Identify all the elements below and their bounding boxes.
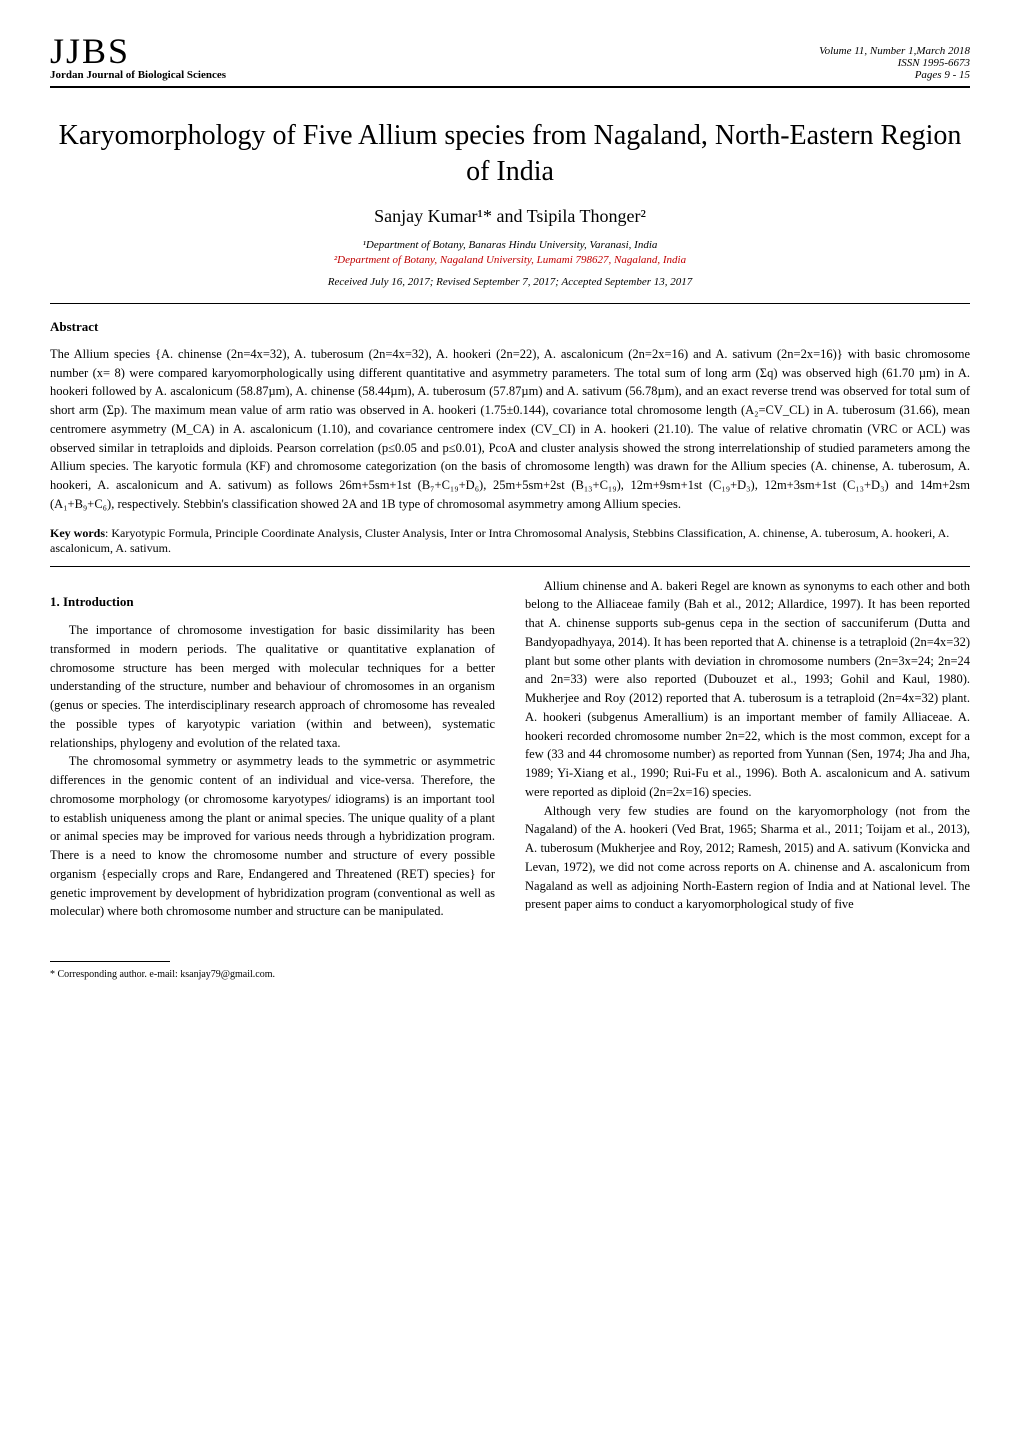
issue-meta: Volume 11, Number 1,March 2018 ISSN 1995… [819, 45, 970, 81]
received-dates: Received July 16, 2017; Revised Septembe… [50, 276, 970, 288]
footnote-separator [50, 961, 170, 962]
keywords-text: : Karyotypic Formula, Principle Coordina… [50, 526, 949, 555]
journal-full-name: Jordan Journal of Biological Sciences [50, 69, 226, 81]
journal-abbrev: JJBS [50, 30, 226, 72]
intro-para-3: Allium chinense and A. bakeri Regel are … [525, 577, 970, 802]
intro-para-2: The chromosomal symmetry or asymmetry le… [50, 752, 495, 921]
introduction-heading: 1. Introduction [50, 592, 495, 612]
volume-issue: Volume 11, Number 1,March 2018 [819, 45, 970, 57]
intro-para-4: Although very few studies are found on t… [525, 802, 970, 915]
pages: Pages 9 - 15 [819, 69, 970, 81]
keywords: Key words: Karyotypic Formula, Principle… [50, 526, 970, 556]
body-columns: 1. Introduction The importance of chromo… [50, 577, 970, 983]
journal-block: JJBS Jordan Journal of Biological Scienc… [50, 30, 226, 81]
intro-para-1: The importance of chromosome investigati… [50, 621, 495, 752]
corresponding-author-footnote: * Corresponding author. e-mail: ksanjay7… [50, 967, 495, 982]
article-title: Karyomorphology of Five Allium species f… [50, 118, 970, 191]
keywords-label: Key words [50, 526, 105, 540]
page-header: JJBS Jordan Journal of Biological Scienc… [50, 30, 970, 88]
affiliation-1: ¹Department of Botany, Banaras Hindu Uni… [50, 239, 970, 251]
right-column: Allium chinense and A. bakeri Regel are … [525, 577, 970, 983]
authors: Sanjay Kumar¹* and Tsipila Thonger² [50, 206, 970, 227]
issn: ISSN 1995-6673 [819, 57, 970, 69]
divider [50, 566, 970, 567]
abstract-heading: Abstract [50, 319, 970, 335]
divider [50, 303, 970, 304]
affiliation-2: ²Department of Botany, Nagaland Universi… [50, 254, 970, 266]
abstract-text: The Allium species {A. chinense (2n=4x=3… [50, 345, 970, 514]
left-column: 1. Introduction The importance of chromo… [50, 577, 495, 983]
